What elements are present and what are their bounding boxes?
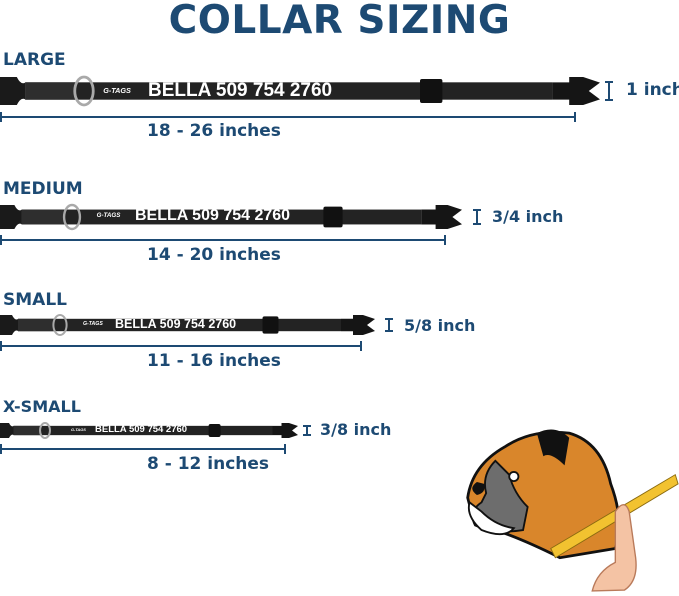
width-bracket: [385, 318, 393, 332]
brand-logo: G-TAGS: [71, 427, 86, 433]
slider-buckle: [420, 78, 443, 104]
length-measure-line: [0, 235, 446, 245]
collar-loop: [21, 209, 65, 225]
d-ring-icon: [39, 422, 51, 439]
collar-image: G-TAGS BELLA 509 754 2760: [0, 203, 462, 231]
length-range: 18 - 26 inches: [147, 121, 281, 141]
brand-logo: G-TAGS: [83, 321, 103, 327]
collar-width: 3/4 inch: [492, 207, 564, 226]
buckle-male: [272, 423, 298, 438]
dog-measuring-icon: [466, 429, 679, 592]
page-title: COLLAR SIZING: [168, 0, 511, 43]
collar-strap: [21, 209, 422, 225]
width-bracket: [605, 81, 613, 101]
buckle-female: [0, 205, 22, 229]
collar-image: G-TAGS BELLA 509 754 2760: [0, 75, 600, 107]
length-measure-line: [0, 444, 286, 454]
collar-loop: [18, 318, 54, 332]
length-measure-line: [0, 112, 576, 122]
collar-strap: [13, 425, 273, 436]
width-bracket: [473, 208, 481, 226]
d-ring-icon: [73, 75, 95, 107]
collar-loop: [25, 82, 76, 100]
nametag-text: BELLA 509 754 2760: [135, 207, 291, 224]
nametag-text: BELLA 509 754 2760: [95, 423, 188, 435]
buckle-male: [341, 315, 375, 335]
slider-buckle: [323, 206, 343, 228]
length-range: 8 - 12 inches: [146, 454, 270, 474]
size-label: X-SMALL: [3, 397, 81, 416]
buckle-female: [0, 423, 14, 438]
size-label: LARGE: [3, 50, 66, 70]
nametag-text: BELLA 509 754 2760: [115, 316, 237, 331]
d-ring-icon: [62, 203, 82, 231]
brand-logo: G-TAGS: [103, 85, 131, 95]
collar-loop: [13, 425, 41, 436]
collar-width: 1 inch: [626, 80, 679, 100]
length-range: 11 - 16 inches: [147, 351, 281, 371]
collar-width: 3/8 inch: [320, 420, 392, 439]
buckle-male: [421, 205, 462, 229]
nametag-text: BELLA 509 754 2760: [148, 79, 333, 101]
length-range: 14 - 20 inches: [147, 245, 281, 265]
size-label: SMALL: [3, 290, 67, 310]
collar-strap: [18, 318, 341, 332]
collar-width: 5/8 inch: [404, 316, 476, 335]
slider-buckle: [208, 424, 221, 437]
brand-logo: G-TAGS: [96, 212, 121, 220]
buckle-female: [0, 77, 26, 105]
d-ring-icon: [52, 314, 68, 336]
width-bracket: [303, 425, 311, 436]
buckle-male: [552, 77, 600, 105]
collar-image: G-TAGS BELLA 509 754 2760: [0, 422, 298, 439]
slider-buckle: [262, 316, 279, 334]
size-label: MEDIUM: [3, 179, 83, 199]
collar-image: G-TAGS BELLA 509 754 2760: [0, 314, 375, 336]
length-measure-line: [0, 341, 362, 351]
buckle-female: [0, 315, 18, 335]
